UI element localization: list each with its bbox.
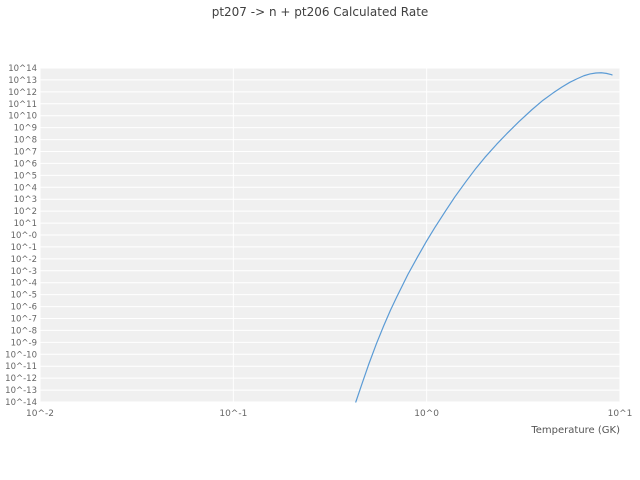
y-tick-label: 10^-3 [11,267,37,277]
y-tick-label: 10^-6 [11,303,37,313]
y-tick-label: 10^-7 [11,315,37,325]
y-tick-label: 10^14 [8,64,37,74]
y-tick-label: 10^-0 [11,231,37,241]
y-tick-label: 10^-2 [11,255,37,265]
x-tick-label: 10^1 [608,409,633,419]
rate-curve [355,72,613,403]
y-tick-label: 10^-1 [11,243,37,253]
x-tick-label: 10^-2 [26,409,54,419]
y-tick-label: 10^11 [8,100,37,110]
y-tick-label: 10^-10 [5,350,37,360]
y-tick-label: 10^6 [14,159,37,169]
y-tick-label: 10^9 [14,124,37,134]
y-tick-label: 10^3 [14,195,37,205]
y-tick-label: 10^12 [8,88,37,98]
y-tick-label: 10^-12 [5,374,37,384]
x-axis-label: Temperature (GK) [531,425,620,436]
y-tick-label: 10^-14 [5,398,37,408]
y-tick-label: 10^13 [8,76,37,86]
chart-title: pt207 -> n + pt206 Calculated Rate [211,5,429,19]
y-tick-label: 10^2 [14,207,37,217]
y-tick-label: 10^4 [14,183,37,193]
y-tick-label: 10^-11 [5,362,37,372]
y-tick-label: 10^-5 [11,291,37,301]
y-tick-label: 10^-13 [5,386,37,396]
x-tick-label: 10^0 [414,409,439,419]
y-tick-label: 10^-9 [11,338,37,348]
y-tick-label: 10^10 [8,112,37,122]
y-tick-label: 10^1 [14,219,37,229]
y-tick-label: 10^5 [14,171,37,181]
y-tick-label: 10^7 [14,148,37,158]
x-tick-label: 10^-1 [219,409,247,419]
y-tick-label: 10^8 [14,136,37,146]
y-tick-label: 10^-8 [11,326,37,336]
y-tick-label: 10^-4 [11,279,37,289]
